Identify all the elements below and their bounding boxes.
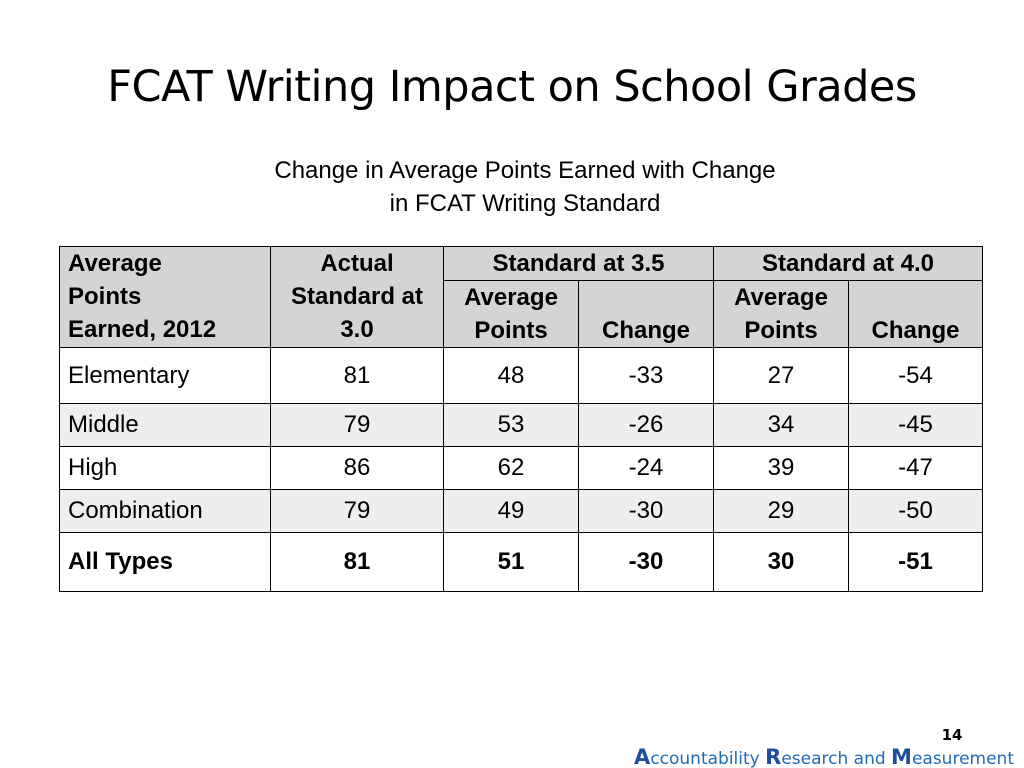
- school-type-cell: All Types: [59, 532, 271, 592]
- header-text: Actual: [320, 250, 394, 277]
- change-3-5-cell: -26: [578, 403, 714, 447]
- brand-initial-r: R: [765, 745, 782, 768]
- caption-line-1: Change in Average Points Earned with Cha…: [274, 157, 776, 184]
- brand-text: ccountability: [650, 749, 766, 768]
- avg-4-0-cell: 27: [713, 347, 849, 404]
- header-text: Standard at: [290, 283, 424, 310]
- change-3-5-cell: -24: [578, 446, 714, 490]
- change-3-5-cell: -30: [578, 489, 714, 533]
- header-text: Points: [744, 317, 818, 344]
- table-row: Combination 79 49 -30 29 -50: [59, 489, 983, 533]
- page-number: 14: [941, 726, 963, 744]
- footer-brand: Accountability Research and Measurement: [634, 745, 1014, 768]
- school-type-cell: High: [59, 446, 271, 490]
- change-4-0-cell: -45: [848, 403, 983, 447]
- header-average-points-earned: Average Points Earned, 2012: [59, 246, 271, 348]
- table-row: Middle 79 53 -26 34 -45: [59, 403, 983, 447]
- header-text: Points: [474, 317, 548, 344]
- change-4-0-cell: -54: [848, 347, 983, 404]
- school-type-cell: Middle: [59, 403, 271, 447]
- caption-line-2: in FCAT Writing Standard: [389, 190, 661, 217]
- header-actual-standard: Actual Standard at 3.0: [270, 246, 444, 348]
- change-3-5-cell: -33: [578, 347, 714, 404]
- avg-4-0-cell: 30: [713, 532, 849, 592]
- header-text: 3.0: [340, 316, 374, 343]
- brand-text: easurement: [911, 749, 1014, 768]
- actual-3-0-cell: 81: [270, 347, 444, 404]
- header-standard-4-0: Standard at 4.0: [713, 246, 983, 281]
- table-row: High 86 62 -24 39 -47: [59, 446, 983, 490]
- avg-3-5-cell: 62: [443, 446, 579, 490]
- header-text: Average: [68, 250, 162, 277]
- header-text: Average: [734, 284, 828, 311]
- header-average-points-4-0: Average Points: [713, 280, 849, 348]
- header-change-3-5: Change: [578, 280, 714, 348]
- header-average-points-3-5: Average Points: [443, 280, 579, 348]
- brand-initial-m: M: [891, 745, 912, 768]
- header-text: Points: [68, 283, 142, 310]
- change-3-5-cell: -30: [578, 532, 714, 592]
- avg-3-5-cell: 51: [443, 532, 579, 592]
- header-row-2: Average Points Change Average Points Cha…: [60, 280, 983, 348]
- actual-3-0-cell: 81: [270, 532, 444, 592]
- header-standard-3-5: Standard at 3.5: [443, 246, 714, 281]
- points-table: Average Points Earned, 2012 Actual Stand…: [59, 246, 983, 592]
- school-type-cell: Elementary: [59, 347, 271, 404]
- header-row-1: Average Points Earned, 2012 Actual Stand…: [59, 246, 983, 348]
- table-row: Elementary 81 48 -33 27 -54: [59, 347, 983, 404]
- avg-4-0-cell: 39: [713, 446, 849, 490]
- avg-3-5-cell: 53: [443, 403, 579, 447]
- actual-3-0-cell: 79: [270, 489, 444, 533]
- header-text: Earned, 2012: [68, 316, 217, 343]
- header-text: Average: [464, 284, 558, 311]
- actual-3-0-cell: 86: [270, 446, 444, 490]
- avg-3-5-cell: 49: [443, 489, 579, 533]
- header-change-4-0: Change: [848, 280, 983, 348]
- avg-4-0-cell: 29: [713, 489, 849, 533]
- table-caption: Change in Average Points Earned with Cha…: [0, 154, 1024, 220]
- school-type-cell: Combination: [59, 489, 271, 533]
- avg-4-0-cell: 34: [713, 403, 849, 447]
- actual-3-0-cell: 79: [270, 403, 444, 447]
- brand-initial-a: A: [634, 745, 651, 768]
- slide-title: FCAT Writing Impact on School Grades: [107, 62, 917, 112]
- brand-text: esearch and: [781, 749, 892, 768]
- change-4-0-cell: -50: [848, 489, 983, 533]
- change-4-0-cell: -51: [848, 532, 983, 592]
- change-4-0-cell: -47: [848, 446, 983, 490]
- table-row-total: All Types 81 51 -30 30 -51: [59, 532, 983, 592]
- avg-3-5-cell: 48: [443, 347, 579, 404]
